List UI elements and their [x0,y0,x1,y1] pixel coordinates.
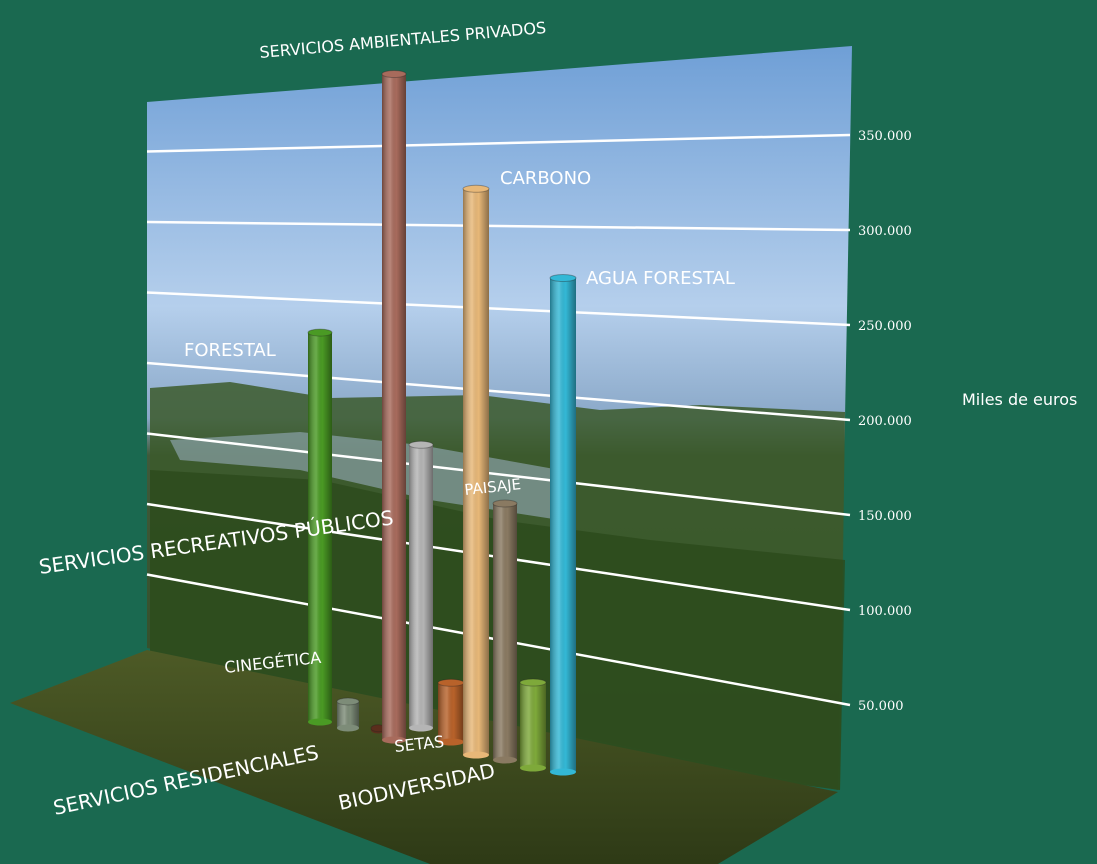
category-label: CARBONO [500,168,591,189]
landscape-water [170,432,560,520]
bar [549,274,577,776]
bar [492,499,518,764]
bar-top [549,274,577,282]
y-axis: 50.000 100.000 150.000 200.000 250.000 300.00… [858,129,912,714]
bar [381,70,407,744]
bar-shading [337,701,359,728]
y-tick-label: 300.000 [858,224,912,239]
bar-top [381,70,407,78]
category-label: SERVICIOS AMBIENTALES PRIVADOS [259,18,547,62]
bar-shading [382,74,406,740]
bar-top [408,440,434,449]
bar-shading [308,332,332,722]
bar-base [520,764,546,772]
category-label: PAISAJE [464,475,522,499]
gridline [146,361,851,422]
bar-shading [438,682,464,742]
bar-base [409,724,433,732]
gridline [146,432,851,517]
bar-shading [550,278,576,772]
bar-top [437,678,465,687]
bar-base [493,756,517,764]
bar-base [382,736,406,744]
bar [462,184,490,759]
bar-top [462,184,490,193]
bar-base [308,718,332,726]
gridline [146,133,851,153]
bar [336,697,360,732]
bars [307,70,577,776]
category-label: AGUA FORESTAL [586,268,735,289]
y-tick-label: 100.000 [858,604,912,619]
bar [370,724,386,734]
bar-shading [520,682,546,768]
y-tick-label: 150.000 [858,509,912,524]
bar [408,440,434,732]
y-axis-label: Miles de euros [962,390,1077,409]
category-label: FORESTAL [184,340,276,361]
bar-base [550,768,576,776]
bar-top [307,328,333,337]
y-tick-label: 200.000 [858,414,912,429]
bar-shading [493,503,517,760]
bar [437,678,465,746]
bar-top [492,499,518,508]
bar-base [337,724,359,732]
y-tick-label: 50.000 [858,699,904,714]
bar-shading [463,188,489,756]
gridline [146,220,851,232]
floor [10,650,838,864]
gridline [146,291,851,327]
y-tick-label: 350.000 [858,129,912,144]
bar [307,328,333,726]
y-tick-label: 250.000 [858,319,912,334]
bar-top [519,678,547,687]
bar [519,678,547,772]
bar-base [438,738,464,746]
bar-top [336,697,360,706]
bar-shading [409,444,433,728]
bar-base [463,751,489,759]
